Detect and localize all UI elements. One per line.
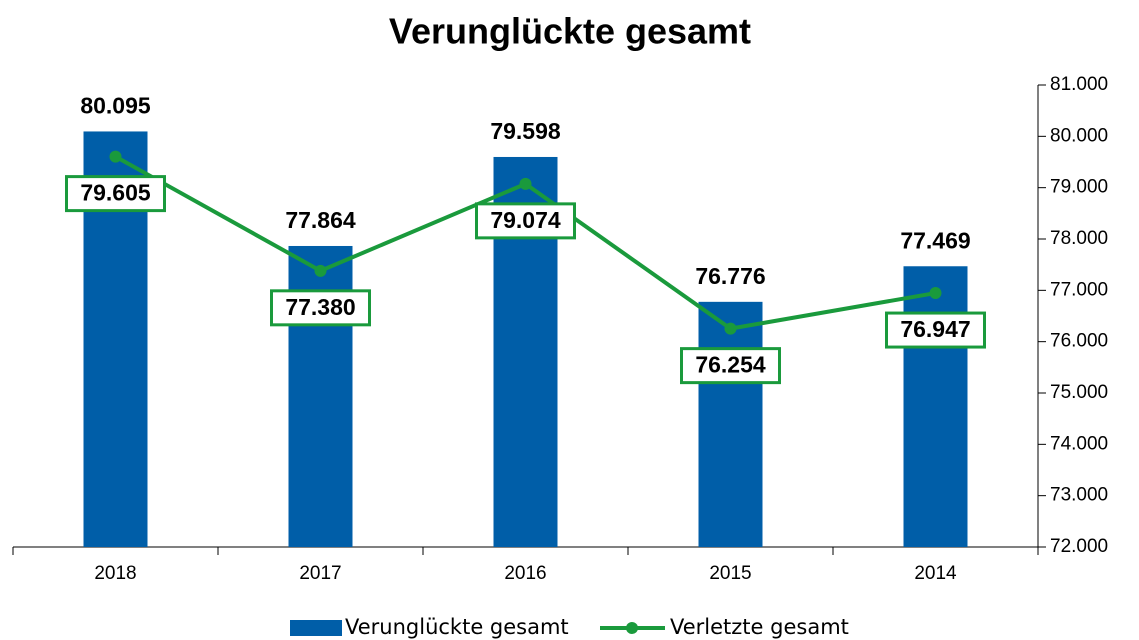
- line-point: [724, 322, 737, 335]
- value-label-box: [270, 289, 371, 327]
- value-label-box: [475, 202, 576, 240]
- line-value-label: 79.605: [80, 180, 151, 206]
- line-point: [314, 264, 327, 277]
- y-tick-label: 75.000: [1050, 382, 1108, 403]
- line-point: [929, 287, 942, 300]
- bar-value-label: 80.095: [80, 93, 151, 119]
- y-tick-label: 79.000: [1050, 177, 1108, 198]
- bar-value-label: 77.864: [285, 207, 356, 233]
- x-tick-label: 2017: [299, 563, 341, 584]
- legend-swatch: [290, 620, 342, 636]
- value-label-box: [885, 311, 986, 349]
- bar: [698, 301, 763, 547]
- y-tick-label: 74.000: [1050, 433, 1108, 454]
- y-tick-label: 80.000: [1050, 125, 1108, 146]
- chart-title: Verunglückte gesamt: [389, 11, 751, 52]
- x-tick-label: 2018: [94, 563, 136, 584]
- y-tick-label: 73.000: [1050, 485, 1108, 506]
- x-tick-label: 2015: [709, 563, 751, 584]
- line-value-label: 76.947: [900, 316, 970, 342]
- bar: [903, 266, 968, 547]
- line-value-label: 77.380: [285, 294, 355, 320]
- bar-value-label: 79.598: [490, 118, 561, 144]
- value-label-box: [65, 175, 166, 213]
- y-tick-label: 76.000: [1050, 331, 1108, 352]
- line-value-label: 79.074: [490, 207, 561, 233]
- legend-label: Verletzte gesamt: [670, 615, 849, 639]
- line-value-label: 76.254: [695, 352, 766, 378]
- y-tick-label: 81.000: [1050, 74, 1108, 95]
- y-tick-label: 78.000: [1050, 228, 1108, 249]
- x-tick-label: 2014: [914, 563, 957, 584]
- legend-marker: [626, 622, 638, 634]
- line-point: [109, 150, 122, 163]
- y-tick-label: 77.000: [1050, 279, 1108, 300]
- legend-label: Verunglückte gesamt: [345, 615, 569, 639]
- x-tick-label: 2016: [504, 563, 546, 584]
- bar-value-label: 77.469: [900, 227, 970, 253]
- line-point: [519, 177, 532, 190]
- y-tick-label: 72.000: [1050, 536, 1108, 557]
- bar-value-label: 76.776: [695, 263, 765, 289]
- value-label-box: [680, 347, 781, 385]
